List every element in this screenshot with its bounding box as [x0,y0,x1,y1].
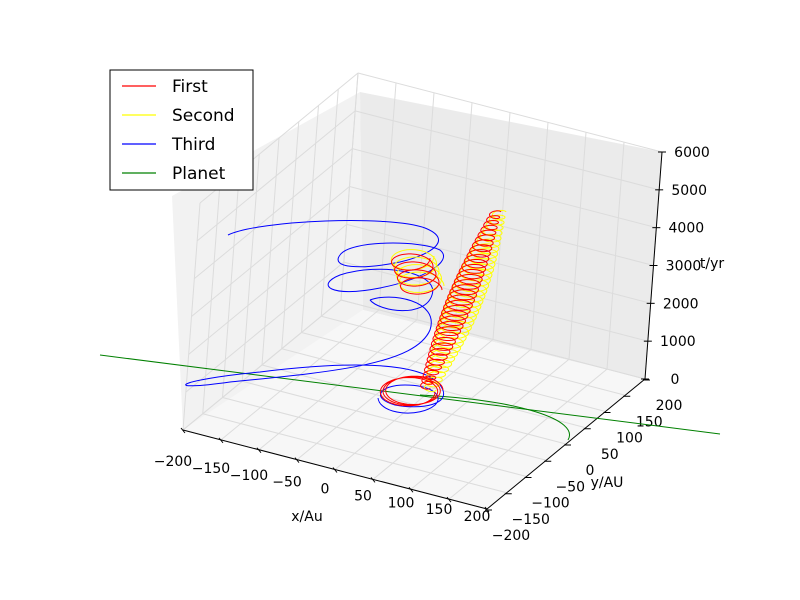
x-tick-label: −200 [154,454,192,470]
series-third-lower [185,296,444,414]
legend-label-second: Second [172,106,235,126]
grid-line [191,186,350,317]
z-axis-label: t/yr [700,256,724,272]
series-first-base-loops [379,375,444,407]
series-planet-arc [419,394,570,441]
x-tick-mark [332,467,338,473]
series-third-upper [227,220,444,312]
y-tick-label: −50 [555,479,585,495]
series-planet-line [99,354,721,435]
pane-floor [183,310,645,509]
z-tick-label: 6000 [674,145,710,161]
x-tick-mark [218,437,224,444]
grid-line [188,223,347,355]
y-tick-label: −150 [512,512,550,528]
grid-lines [182,72,663,510]
grid-line [281,348,586,429]
legend-label-third: Third [171,135,215,155]
grid-line [182,299,342,431]
z-tick-label: 0 [671,372,680,388]
x-tick-mark [294,457,300,463]
x-ticks: −200 −150 −100 −50 0 50 100 150 200 [154,427,491,525]
series-first-helix [420,210,502,390]
y-tick-label: 100 [616,431,643,447]
grid-line [340,299,646,380]
series-layer [99,209,721,441]
grid-line [196,110,356,242]
y-tick-label: 0 [586,463,595,479]
z-tick-label: 3000 [666,259,702,275]
z-ticks: 0 1000 2000 3000 4000 5000 6000 [641,145,710,388]
z-tick-label: 2000 [663,296,699,312]
x-axis-label: x/Au [291,509,322,525]
legend: First Second Third Planet [109,69,254,191]
series-second-mid-loops [390,249,445,293]
z-tick-label: 4000 [669,221,705,237]
grid-line [448,368,608,500]
grid-line [355,110,660,191]
x-tick-label: −150 [192,461,230,477]
x-tick-mark [446,496,452,503]
grid-line [372,348,532,480]
series-first-mid-loops [390,253,443,295]
grid-line [301,332,606,412]
x-tick-mark [370,477,376,483]
y-axis-line [486,378,646,510]
z-tick-label: 1000 [660,334,696,350]
grid-line [352,148,657,229]
y-tick-label: 150 [636,414,663,430]
x-tick-label: 0 [321,482,330,498]
x-tick-label: 200 [464,509,491,525]
y-tick-label: 200 [656,398,683,414]
x-tick-label: 100 [388,495,415,511]
y-tick-label: −100 [531,496,569,512]
z-tick-label: 5000 [671,183,707,199]
legend-label-planet: Planet [172,164,226,184]
y-tick-label: −200 [492,528,530,544]
grid-line [343,261,648,342]
x-tick-mark [408,486,414,493]
grid-line [185,261,345,393]
grid-line [321,315,626,396]
grid-line [194,148,353,280]
grid-line [346,223,651,304]
x-tick-label: −50 [272,475,302,491]
legend-label-first: First [172,77,208,97]
x-tick-label: −100 [230,468,268,484]
y-tick-label: 50 [601,447,619,463]
legend-box [109,69,254,191]
y-axis-label: y/AU [591,475,624,491]
x-tick-mark [256,447,262,454]
pane-back [360,92,662,379]
x-tick-label: 150 [426,502,453,518]
grid-line [357,72,663,153]
grid-line [410,358,570,490]
x-tick-mark [180,427,186,434]
x-tick-label: 50 [354,488,372,504]
